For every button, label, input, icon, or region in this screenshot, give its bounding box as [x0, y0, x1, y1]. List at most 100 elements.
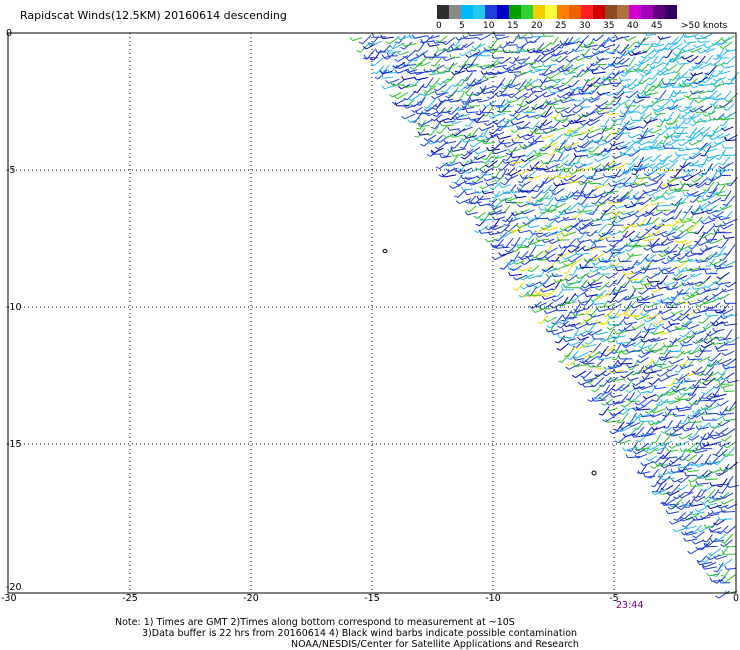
wind-barb	[659, 391, 669, 398]
wind-barb	[723, 65, 735, 69]
wind-barb-feather	[708, 240, 712, 245]
wind-barb	[511, 65, 523, 72]
wind-barb	[535, 244, 546, 247]
wind-barb	[682, 224, 694, 233]
wind-barb-feather	[531, 196, 536, 199]
wind-barb	[695, 329, 707, 335]
wind-barb	[660, 189, 668, 199]
wind-barb-feather	[719, 104, 723, 108]
wind-barb-feather	[666, 368, 671, 372]
wind-barb	[722, 99, 734, 108]
wind-barb	[644, 238, 654, 242]
wind-barb	[677, 504, 687, 509]
wind-barb-feather	[677, 480, 682, 484]
wind-barb-feather	[720, 438, 725, 442]
wind-barb	[675, 419, 682, 429]
wind-barb	[588, 322, 596, 332]
wind-barb	[600, 107, 613, 110]
wind-barb-feather	[663, 426, 668, 429]
wind-barb-feather	[603, 366, 607, 370]
wind-barb	[711, 398, 724, 402]
wind-barb-feather	[483, 75, 487, 79]
wind-barb-feather	[622, 344, 626, 348]
wind-barb	[599, 356, 613, 361]
wind-barb-feather	[676, 47, 681, 51]
wind-barb-feather	[712, 223, 716, 227]
wind-barb	[607, 240, 619, 242]
wind-barb-feather	[605, 418, 608, 423]
wind-barb-feather	[558, 360, 563, 363]
wind-barb-feather	[502, 219, 507, 222]
wind-barb	[651, 82, 663, 92]
wind-barb-feather	[666, 347, 669, 352]
wind-barb	[668, 135, 680, 137]
scale-label: 0	[436, 21, 442, 31]
wind-barb	[637, 181, 649, 186]
wind-barb-feather	[691, 541, 696, 545]
wind-barb-feather	[502, 190, 506, 195]
wind-barb-feather	[701, 563, 706, 568]
wind-barb	[548, 329, 558, 333]
wind-barb	[397, 91, 409, 100]
wind-barb-feather	[520, 293, 524, 297]
wind-barb-feather	[691, 410, 696, 414]
wind-barb	[677, 154, 688, 156]
wind-barb-feather	[679, 313, 684, 316]
wind-barb	[453, 140, 462, 149]
wind-barb	[621, 120, 630, 131]
wind-barb-feather	[725, 408, 730, 412]
wind-barb-feather	[700, 436, 704, 440]
wind-barb-feather	[665, 392, 670, 396]
wind-barb-feather	[605, 110, 609, 115]
wind-barb-feather	[710, 63, 715, 66]
wind-barb-feather	[579, 149, 584, 153]
wind-barb	[559, 91, 570, 99]
wind-barb	[584, 362, 595, 365]
wind-barb	[468, 118, 475, 127]
wind-barb	[628, 90, 639, 99]
wind-barb-feather	[676, 425, 680, 429]
wind-barb-feather	[670, 176, 675, 179]
wind-barb	[648, 313, 660, 320]
wind-barb-feather	[681, 324, 686, 328]
wind-barb-feather	[423, 137, 428, 142]
wind-barb-feather	[514, 116, 518, 121]
wind-barb-feather	[485, 164, 489, 168]
wind-barb	[702, 134, 715, 137]
wind-barb	[619, 132, 631, 135]
wind-barb-feather	[603, 39, 608, 43]
wind-barb	[706, 524, 716, 529]
wind-barb-feather	[614, 165, 619, 170]
wind-barb-feather	[473, 215, 478, 219]
wind-barb-feather	[602, 373, 607, 377]
wind-swath	[349, 31, 740, 599]
wind-barb	[436, 49, 446, 57]
wind-barb-feather	[727, 78, 732, 81]
wind-barb-feather	[719, 410, 723, 415]
wind-barb-feather	[698, 173, 702, 177]
wind-barb	[516, 281, 525, 291]
wind-barb-feather	[608, 369, 612, 373]
wind-barb-feather	[673, 496, 678, 500]
wind-barb-feather	[658, 144, 663, 148]
wind-barb-feather	[647, 347, 651, 352]
wind-barb	[670, 323, 680, 326]
wind-barb	[546, 170, 559, 173]
wind-barb	[711, 83, 721, 93]
wind-barb	[603, 118, 610, 127]
wind-barb-feather	[517, 34, 521, 39]
wind-barb-feather	[658, 118, 663, 123]
wind-barb	[614, 169, 621, 179]
wind-barb-feather	[708, 469, 713, 474]
island-outline-2	[591, 470, 597, 476]
wind-barb	[698, 505, 709, 513]
wind-barb-feather	[670, 318, 675, 322]
wind-barb	[680, 392, 693, 395]
wind-barb	[663, 135, 669, 144]
wind-barb-feather	[519, 143, 522, 148]
wind-barb-feather	[473, 80, 478, 85]
wind-barb-feather	[423, 92, 428, 96]
wind-barb-feather	[656, 394, 661, 398]
wind-barb	[649, 447, 659, 455]
wind-barb	[637, 408, 651, 411]
